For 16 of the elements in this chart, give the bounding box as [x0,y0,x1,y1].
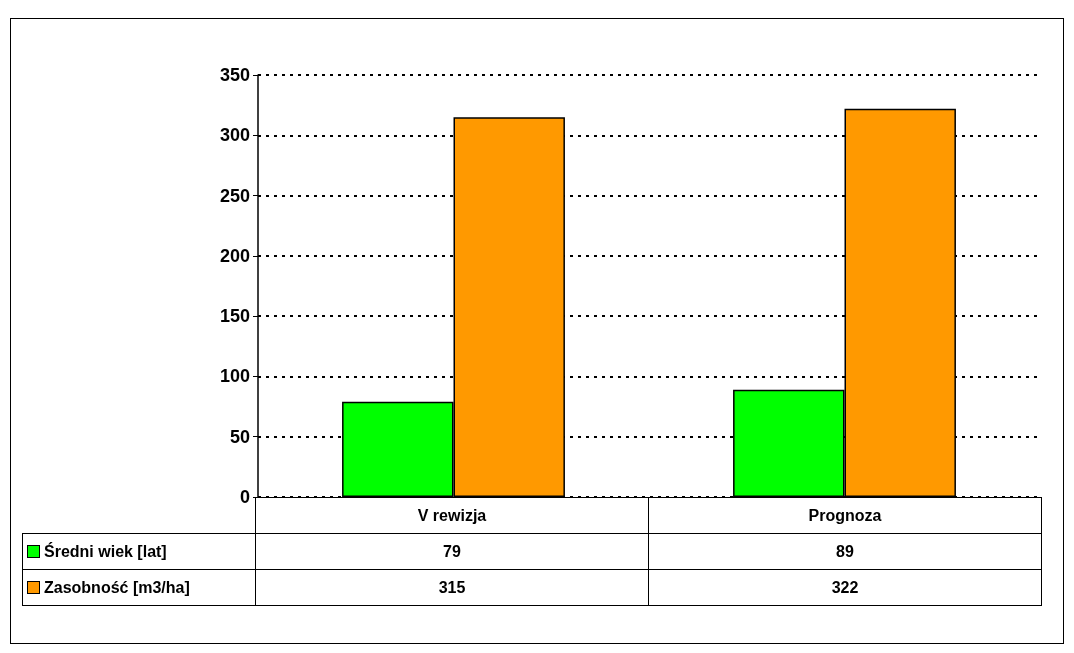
y-tick-label: 50 [229,426,250,447]
y-tick-label: 100 [219,366,250,387]
x-tick-label: V rewizja [255,497,649,534]
legend-label: Zasobność [m3/ha] [22,569,256,606]
y-tick-label: 200 [219,245,250,266]
legend-label: Średni wiek [lat] [22,533,256,570]
data-label: 89 [648,533,1042,570]
y-tick-label: 150 [219,306,250,327]
data-label: 322 [648,569,1042,606]
y-tick-label: 250 [219,185,250,206]
y-tick-label: 0 [239,487,250,507]
data-label: 79 [255,533,649,570]
y-tick-label: 350 [219,65,250,85]
x-tick-label: Prognoza [648,497,1042,534]
data-label: 315 [255,569,649,606]
y-tick-label: 300 [219,125,250,146]
